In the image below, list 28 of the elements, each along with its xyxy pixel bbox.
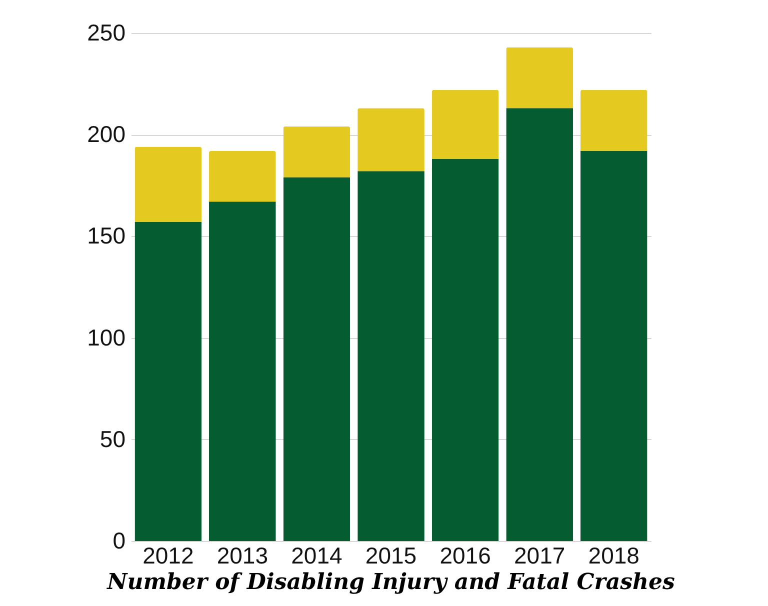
y-tick-label: 0 <box>112 528 126 554</box>
bar <box>506 47 573 108</box>
y-tick-label: 150 <box>87 222 126 249</box>
x-tick-label: 2015 <box>365 542 417 568</box>
x-tick-label: 2016 <box>440 542 491 568</box>
x-tick-label: 2017 <box>514 542 566 568</box>
bar <box>432 90 499 159</box>
y-tick-label: 250 <box>87 20 126 46</box>
x-tick-label: 2012 <box>142 542 194 568</box>
bar <box>580 90 648 151</box>
y-tick-label: 50 <box>100 426 126 452</box>
bar <box>432 158 499 541</box>
y-tick-label: 200 <box>87 121 126 148</box>
bar <box>209 202 276 541</box>
bar <box>283 177 350 541</box>
text: Number of Disabling Injury and Fatal Crashes <box>106 569 675 595</box>
x-tick-label: 2013 <box>216 542 268 568</box>
bar <box>209 150 276 202</box>
y-tick-label: 100 <box>87 324 126 350</box>
bar <box>134 222 202 541</box>
bar <box>358 108 424 172</box>
bar <box>506 108 573 541</box>
bar <box>134 146 202 222</box>
x-tick-label: 2018 <box>588 542 640 568</box>
bar <box>358 171 424 541</box>
bar <box>283 126 350 178</box>
bar <box>580 150 648 541</box>
x-tick-label: 2014 <box>291 542 343 568</box>
